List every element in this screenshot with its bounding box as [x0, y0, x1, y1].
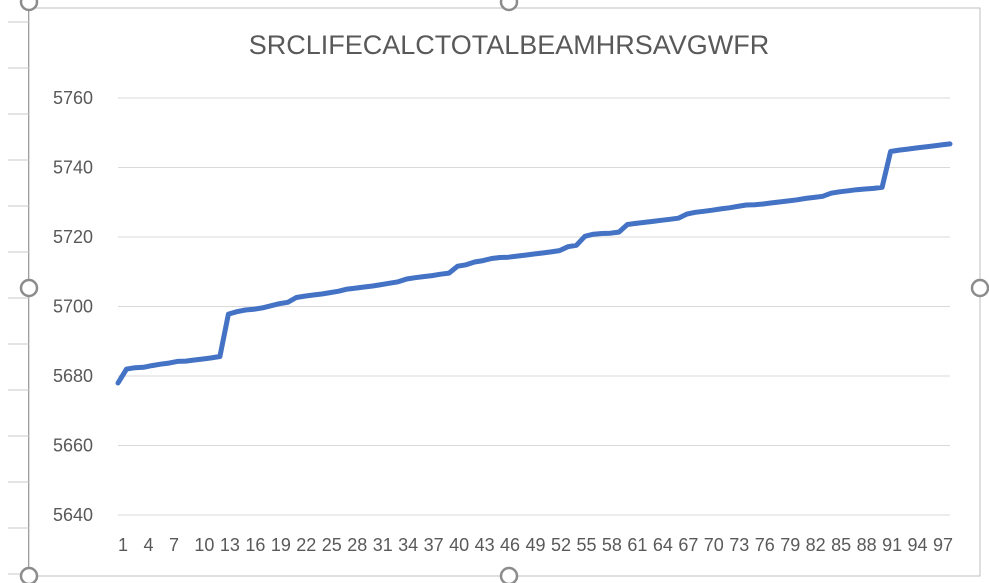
- x-tick-label: 76: [755, 535, 775, 555]
- x-tick-label: 73: [729, 535, 749, 555]
- x-tick-label: 25: [322, 535, 342, 555]
- y-axis-tick-labels: 5640 5660 5680 5700 5720 5740 5760: [53, 88, 93, 525]
- x-tick-label: 4: [143, 535, 153, 555]
- x-tick-label: 64: [653, 535, 673, 555]
- resize-handle: [19, 0, 39, 12]
- x-tick-label: 40: [449, 535, 469, 555]
- x-tick-label: 13: [220, 535, 240, 555]
- x-tick-label: 79: [780, 535, 800, 555]
- series-area: [115, 141, 953, 386]
- chart-title: SRCLIFECALCTOTALBEAMHRSAVGWFR: [249, 30, 770, 60]
- resize-handle: [19, 278, 39, 298]
- x-tick-label: 22: [296, 535, 316, 555]
- y-tick-label: 5760: [53, 88, 93, 108]
- x-tick-label: 82: [806, 535, 826, 555]
- x-tick-label: 85: [831, 535, 851, 555]
- y-tick-label: 5660: [53, 436, 93, 456]
- x-tick-label: 61: [627, 535, 647, 555]
- x-tick-label: 34: [398, 535, 418, 555]
- x-tick-label: 16: [245, 535, 265, 555]
- x-tick-label: 67: [678, 535, 698, 555]
- x-tick-label: 7: [169, 535, 179, 555]
- x-tick-label: 91: [882, 535, 902, 555]
- x-tick-label: 49: [526, 535, 546, 555]
- gridlines: [118, 97, 950, 516]
- x-tick-label: 43: [475, 535, 495, 555]
- x-tick-label: 52: [551, 535, 571, 555]
- chart-frame: [28, 7, 981, 577]
- x-tick-label: 46: [500, 535, 520, 555]
- resize-handle: [19, 566, 39, 583]
- x-tick-label: 88: [857, 535, 877, 555]
- x-tick-label: 1: [118, 535, 128, 555]
- x-tick-label: 58: [602, 535, 622, 555]
- x-tick-label: 94: [908, 535, 928, 555]
- x-tick-label: 28: [347, 535, 367, 555]
- y-tick-label: 5720: [53, 227, 93, 247]
- resize-handle: [499, 566, 519, 583]
- x-tick-label: 55: [576, 535, 596, 555]
- series-line: [115, 141, 953, 386]
- x-tick-label: 31: [373, 535, 393, 555]
- resize-handle: [970, 278, 989, 298]
- x-tick-label: 70: [704, 535, 724, 555]
- x-axis-tick-labels: 1 4 7 10 13 16 19 22 25 28 31 34 37 40 43 46 49 52 55 58 61 6…: [118, 535, 953, 555]
- x-tick-label: 10: [194, 535, 214, 555]
- x-tick-label: 37: [424, 535, 444, 555]
- y-tick-label: 5740: [53, 158, 93, 178]
- y-tick-label: 5700: [53, 297, 93, 317]
- x-tick-label: 97: [933, 535, 953, 555]
- selection-handles: [19, 0, 989, 583]
- x-tick-label: 19: [271, 535, 291, 555]
- y-tick-label: 5680: [53, 366, 93, 386]
- resize-handle: [499, 0, 519, 12]
- y-tick-label: 5640: [53, 505, 93, 525]
